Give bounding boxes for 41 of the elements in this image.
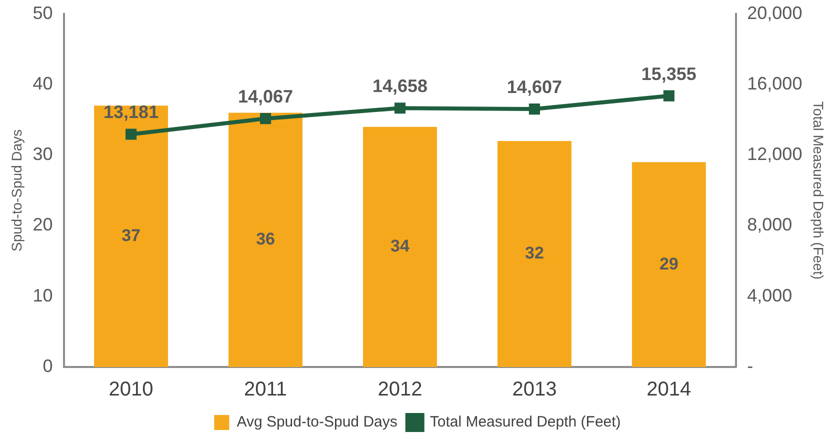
y-tick-label: 30 bbox=[32, 144, 53, 164]
y-tick-label: 0 bbox=[42, 356, 53, 376]
data-label: 36 bbox=[256, 230, 275, 249]
y-tick-label: 40 bbox=[32, 73, 53, 94]
data-label: 14,607 bbox=[506, 77, 562, 98]
bar bbox=[632, 162, 706, 367]
y2-tick-label: 12,000 bbox=[747, 144, 802, 164]
point bbox=[126, 128, 137, 140]
x-tick-label: 2012 bbox=[378, 378, 422, 401]
x-tick-label: 2014 bbox=[646, 378, 692, 401]
x-tick-label: 2013 bbox=[512, 378, 557, 401]
bar bbox=[363, 126, 437, 367]
bar bbox=[94, 106, 168, 367]
y-tick-label: 10 bbox=[32, 285, 53, 306]
x-tick-label: 2011 bbox=[244, 378, 288, 401]
data-label: 32 bbox=[524, 244, 544, 263]
data-label: 34 bbox=[390, 236, 410, 256]
point bbox=[260, 113, 272, 124]
data-label: 13,181 bbox=[104, 102, 159, 122]
data-label: 14,658 bbox=[372, 76, 428, 96]
data-label: 14,067 bbox=[238, 86, 294, 107]
point bbox=[394, 102, 406, 114]
y2-tick-label: 20,000 bbox=[747, 2, 802, 23]
legend-label: Total Measured Depth (Feet) bbox=[430, 414, 621, 431]
y2-tick-label: 8,000 bbox=[747, 214, 792, 235]
point bbox=[528, 104, 540, 115]
data-label: 15,355 bbox=[641, 64, 696, 84]
point bbox=[663, 90, 674, 102]
bar bbox=[497, 140, 572, 367]
legend-label: Avg Spud-to-Spud Days bbox=[236, 414, 398, 431]
bar bbox=[228, 112, 302, 367]
y2-tick-label: 4,000 bbox=[747, 285, 792, 306]
data-label: 37 bbox=[122, 226, 141, 246]
data-label: 29 bbox=[659, 254, 678, 274]
y2-tick-label: - bbox=[747, 356, 754, 376]
y-axis-title: Spud-to-Spud Days bbox=[8, 129, 24, 252]
y-tick-label: 20 bbox=[32, 214, 53, 235]
x-tick-label: 2010 bbox=[108, 378, 154, 401]
y-tick-label: 50 bbox=[32, 2, 53, 23]
y2-tick-label: 16,000 bbox=[747, 73, 802, 94]
y2-axis-title: Total Measured Depth (Feet) bbox=[810, 101, 827, 280]
